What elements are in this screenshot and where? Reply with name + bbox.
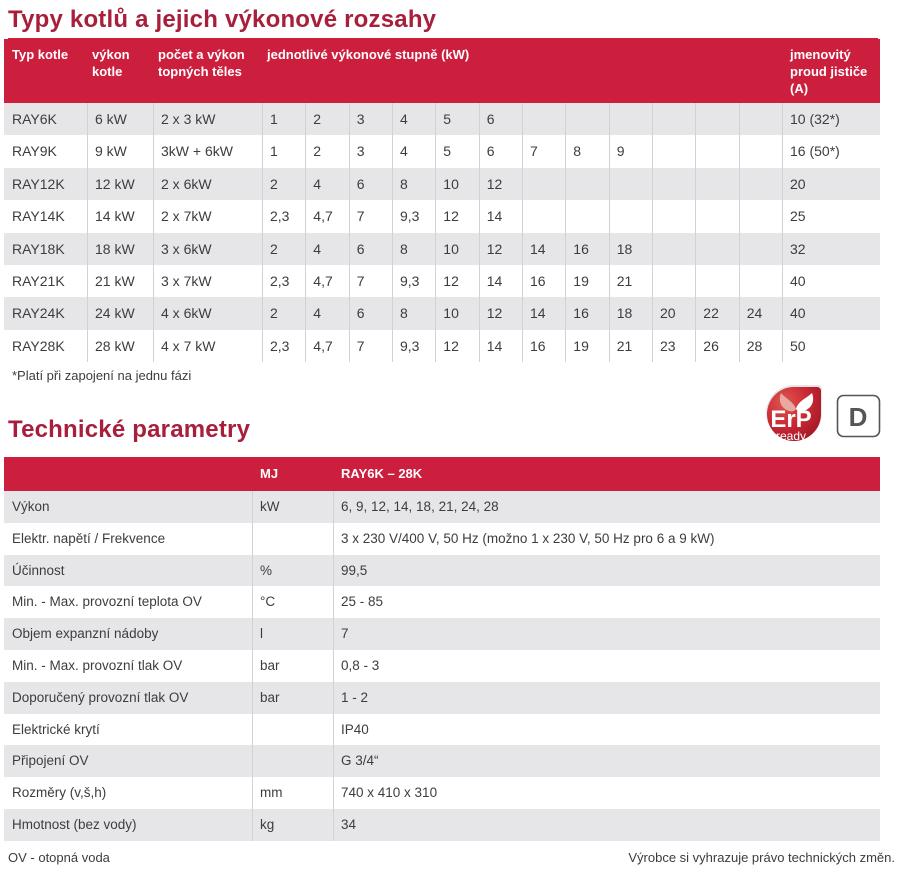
svg-text:ready: ready: [776, 429, 806, 443]
svg-text:D: D: [849, 402, 868, 432]
